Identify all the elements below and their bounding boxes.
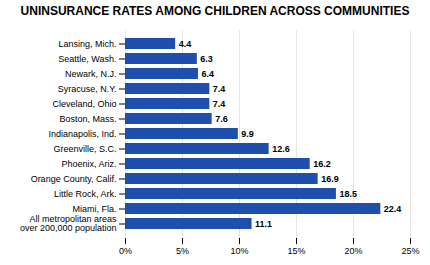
svg-text:25%: 25% — [401, 246, 419, 256]
svg-text:15%: 15% — [287, 246, 305, 256]
svg-text:6.3: 6.3 — [200, 54, 213, 64]
svg-text:Little Rock, Ark.: Little Rock, Ark. — [54, 189, 117, 199]
svg-text:Seattle, Wash.: Seattle, Wash. — [58, 54, 116, 64]
svg-text:5%: 5% — [176, 246, 189, 256]
svg-text:6.4: 6.4 — [201, 69, 214, 79]
svg-text:Greenville, S.C.: Greenville, S.C. — [53, 144, 116, 154]
svg-text:Miami, Fla.: Miami, Fla. — [72, 204, 116, 214]
svg-text:11.1: 11.1 — [255, 219, 272, 229]
svg-text:Newark, N.J.: Newark, N.J. — [65, 69, 117, 79]
svg-text:9.9: 9.9 — [241, 129, 254, 139]
svg-text:16.9: 16.9 — [321, 174, 339, 184]
svg-text:22.4: 22.4 — [384, 204, 402, 214]
svg-text:Indianapolis, Ind.: Indianapolis, Ind. — [48, 129, 116, 139]
svg-text:18.5: 18.5 — [339, 189, 357, 199]
svg-text:12.6: 12.6 — [272, 144, 290, 154]
svg-text:10%: 10% — [230, 246, 248, 256]
svg-text:20%: 20% — [344, 246, 362, 256]
html-text:UNINSURANCE RATES AMONG CHILDR: UNINSURANCE RATES AMONG CHILDREN ACROSS … — [20, 4, 410, 18]
svg-text:16.2: 16.2 — [313, 159, 331, 169]
svg-text:0%: 0% — [119, 246, 132, 256]
svg-text:Phoenix, Ariz.: Phoenix, Ariz. — [61, 159, 116, 169]
svg-text:Orange County, Calif.: Orange County, Calif. — [31, 174, 117, 184]
svg-text:All metropolitan areasover 200: All metropolitan areasover 200,000 popul… — [20, 214, 117, 233]
svg-text:7.4: 7.4 — [213, 99, 226, 109]
svg-text:Cleveland, Ohio: Cleveland, Ohio — [52, 99, 116, 109]
svg-text:Syracuse, N.Y.: Syracuse, N.Y. — [58, 84, 117, 94]
svg-text:4.4: 4.4 — [179, 39, 192, 49]
svg-text:Boston, Mass.: Boston, Mass. — [59, 114, 116, 124]
svg-text:7.6: 7.6 — [215, 114, 228, 124]
svg-text:7.4: 7.4 — [213, 84, 226, 94]
svg-text:Lansing, Mich.: Lansing, Mich. — [58, 39, 116, 49]
